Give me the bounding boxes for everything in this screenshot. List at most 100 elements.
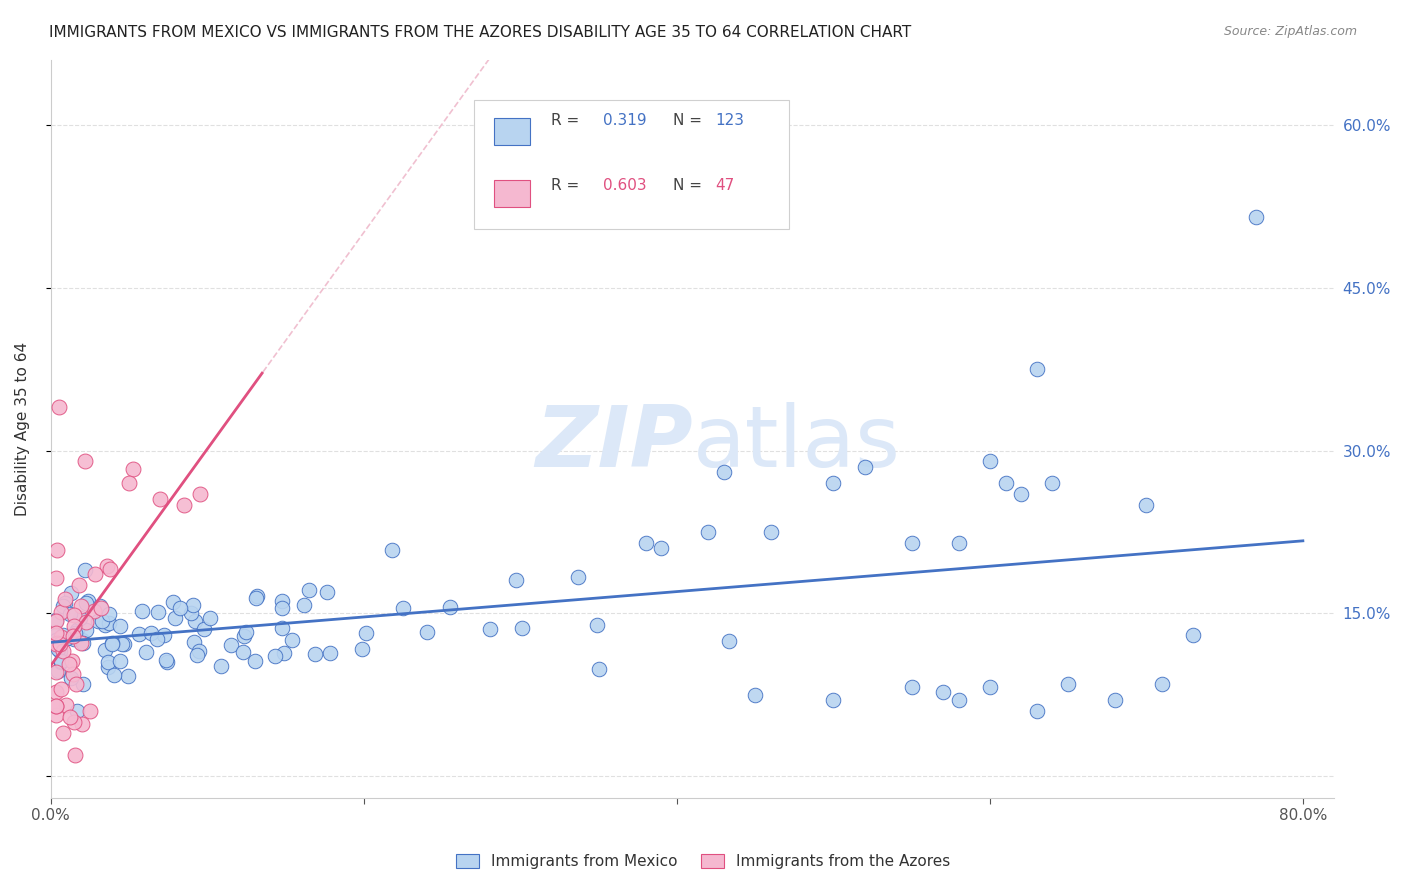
Point — [72, 677, 94, 691]
Y-axis label: Disability Age 35 to 64: Disability Age 35 to 64 — [15, 342, 30, 516]
Point — [59, 607, 82, 621]
Point — [948, 536, 970, 550]
Point — [52, 726, 75, 740]
Point — [823, 693, 845, 707]
Point — [219, 638, 242, 652]
Point — [232, 629, 254, 643]
Text: R =: R = — [551, 113, 579, 128]
Point — [183, 615, 205, 629]
Point — [187, 644, 209, 658]
Point — [478, 622, 501, 636]
Point — [97, 655, 120, 669]
Point — [263, 648, 285, 663]
Point — [58, 657, 80, 671]
Point — [979, 681, 1001, 695]
Point — [63, 747, 86, 762]
Point — [96, 559, 118, 574]
Point — [634, 536, 657, 550]
Point — [294, 599, 316, 613]
Point — [79, 704, 101, 718]
Point — [60, 586, 83, 600]
Point — [49, 682, 72, 697]
Point — [76, 615, 98, 629]
Point — [823, 476, 845, 491]
Point — [46, 665, 69, 679]
Point — [392, 601, 415, 615]
Point — [270, 621, 292, 635]
Point — [415, 625, 437, 640]
Point — [979, 454, 1001, 468]
Point — [1104, 693, 1126, 707]
Point — [122, 462, 145, 476]
Point — [56, 631, 79, 645]
Point — [97, 660, 120, 674]
Point — [101, 636, 124, 650]
Point — [146, 632, 169, 647]
Point — [103, 667, 125, 681]
Point — [352, 642, 374, 657]
Text: atlas: atlas — [693, 402, 900, 485]
Point — [146, 605, 169, 619]
Point — [188, 487, 211, 501]
Point — [63, 626, 86, 640]
Point — [67, 577, 90, 591]
Point — [186, 648, 208, 662]
Point — [89, 599, 111, 613]
Point — [128, 626, 150, 640]
Point — [48, 400, 70, 414]
Point — [280, 633, 302, 648]
Point — [718, 633, 741, 648]
Text: Source: ZipAtlas.com: Source: ZipAtlas.com — [1223, 25, 1357, 38]
Point — [44, 685, 66, 699]
Point — [149, 492, 172, 507]
Point — [180, 606, 202, 620]
Point — [1042, 476, 1064, 491]
Point — [98, 562, 121, 576]
Point — [46, 542, 69, 557]
Point — [932, 684, 955, 698]
Point — [44, 665, 66, 679]
Point — [567, 570, 589, 584]
Point — [69, 611, 91, 625]
Point — [52, 628, 75, 642]
Point — [91, 615, 114, 629]
Point — [110, 618, 132, 632]
Point — [183, 599, 205, 613]
Point — [53, 591, 76, 606]
Point — [63, 632, 86, 647]
Point — [271, 594, 294, 608]
Point — [713, 465, 735, 479]
Point — [112, 637, 135, 651]
Text: IMMIGRANTS FROM MEXICO VS IMMIGRANTS FROM THE AZORES DISABILITY AGE 35 TO 64 COR: IMMIGRANTS FROM MEXICO VS IMMIGRANTS FRO… — [49, 25, 911, 40]
Point — [586, 617, 609, 632]
Point — [66, 705, 89, 719]
Point — [44, 571, 66, 585]
Point — [1010, 487, 1032, 501]
Point — [156, 655, 179, 669]
Point — [139, 626, 162, 640]
Point — [44, 637, 66, 651]
Point — [49, 605, 72, 619]
Point — [209, 658, 232, 673]
Text: 0.319: 0.319 — [603, 113, 647, 128]
Text: 47: 47 — [716, 178, 735, 193]
Point — [90, 600, 112, 615]
Point — [948, 693, 970, 707]
Point — [994, 476, 1017, 491]
Point — [55, 698, 77, 713]
Point — [75, 623, 97, 637]
Point — [900, 536, 922, 550]
Text: N =: N = — [673, 113, 702, 128]
Point — [155, 653, 177, 667]
Point — [63, 608, 86, 623]
Point — [744, 688, 766, 702]
Point — [316, 585, 339, 599]
Point — [135, 644, 157, 658]
Text: N =: N = — [673, 178, 702, 193]
Point — [69, 599, 91, 614]
Text: 123: 123 — [716, 113, 745, 128]
Point — [304, 647, 326, 661]
Point — [131, 604, 153, 618]
Point — [153, 628, 176, 642]
Point — [162, 594, 184, 608]
